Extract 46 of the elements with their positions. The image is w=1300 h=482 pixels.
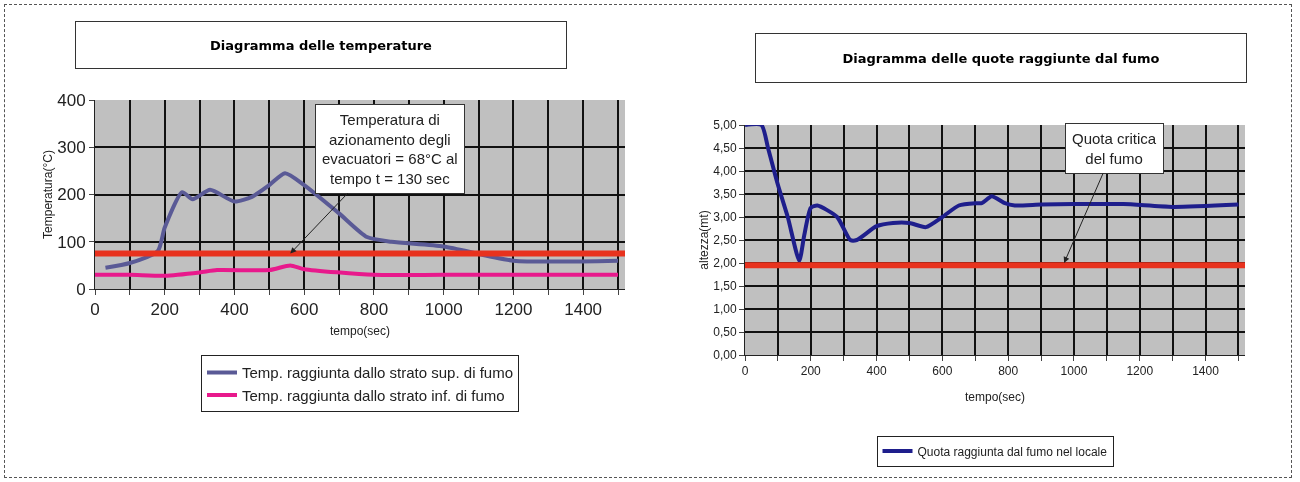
y-tick-label: 0,50 <box>713 325 737 340</box>
annotation: Quota critica del fumo <box>1072 130 1157 167</box>
y-tick-label: 300 <box>57 138 86 158</box>
x-tick-label: 1200 <box>494 300 533 320</box>
y-tick-label: 1,50 <box>713 279 737 294</box>
y-tick-label: 2,50 <box>713 233 737 248</box>
x-tick-label: 1000 <box>424 300 463 320</box>
y-axis-title: altezza(mt) <box>697 210 712 270</box>
line-series <box>103 171 621 270</box>
line-series <box>745 125 1241 263</box>
y-tick-label: 100 <box>57 232 86 252</box>
x-tick-label: 200 <box>800 364 822 379</box>
x-tick-label: 0 <box>741 364 749 379</box>
x-tick-label: 200 <box>150 300 179 320</box>
x-tick-label: 1400 <box>1192 364 1220 379</box>
y-tick-label: 4,50 <box>713 141 737 156</box>
y-tick-label: 200 <box>57 185 86 205</box>
legend-label: Temp. raggiunta dallo strato sup. di fumo <box>242 364 513 382</box>
annotation: Temperatura di azionamento degli evacuatori = 68°C al tempo t = 130 sec <box>322 111 458 187</box>
x-tick-label: 600 <box>290 300 319 320</box>
line-series <box>95 263 621 278</box>
y-tick-label: 0 <box>76 279 86 299</box>
x-tick-label: 1200 <box>1126 364 1154 379</box>
x-tick-label: 1400 <box>564 300 603 320</box>
x-tick-label: 800 <box>998 364 1019 379</box>
y-tick-label: 1,00 <box>713 302 737 317</box>
y-tick-label: 4,00 <box>713 164 737 179</box>
chart-title: Diagramma delle temperature <box>75 21 567 69</box>
y-tick-label: 2,00 <box>713 256 737 271</box>
y-tick-label: 3,00 <box>713 210 737 225</box>
x-tick-label: 400 <box>220 300 249 320</box>
x-tick-label: 0 <box>90 300 100 320</box>
x-axis-title: tempo(sec) <box>329 324 391 338</box>
y-tick-label: 400 <box>57 90 86 110</box>
x-axis-title: tempo(sec) <box>964 390 1026 404</box>
x-tick-label: 1000 <box>1060 364 1088 379</box>
legend-label: Quota raggiunta dal fumo nel locale <box>917 444 1108 459</box>
chart-title: Diagramma delle quote raggiunte dal fumo <box>755 33 1247 83</box>
x-tick-label: 400 <box>866 364 887 379</box>
y-tick-label: 5,00 <box>713 118 737 133</box>
x-tick-label: 600 <box>932 364 953 379</box>
y-tick-label: 3,50 <box>713 187 737 202</box>
x-tick-label: 800 <box>359 300 389 320</box>
y-axis-title: Temperatura(°C) <box>41 150 56 239</box>
legend-label: Temp. raggiunta dallo strato inf. di fumo <box>242 386 505 404</box>
y-tick-label: 0,00 <box>713 348 737 363</box>
